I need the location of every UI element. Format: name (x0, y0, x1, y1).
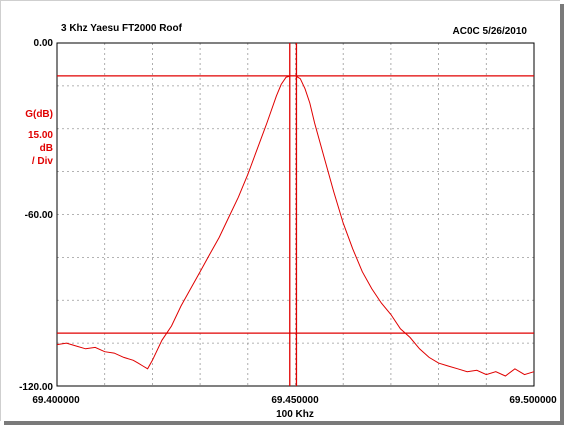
y-tick-label: 0.00 (34, 38, 54, 49)
y-tick-label: -120.00 (19, 382, 53, 393)
ylabel-scale-per-div: / Div (32, 156, 54, 167)
plot-area-border (56, 42, 535, 387)
author-date-annotation: AC0C 5/26/2010 (453, 26, 528, 37)
x-tick-label: 69.450000 (271, 395, 319, 406)
ylabel-gain: G(dB) (25, 109, 53, 120)
series-line-response (56, 75, 535, 377)
ylabel-scale-value: 15.00 (28, 130, 53, 141)
x-axis-label: 100 Khz (276, 409, 314, 420)
x-tick-label: 69.400000 (32, 395, 80, 406)
chart-frame (0, 0, 560, 421)
x-tick-label: 69.500000 (509, 395, 557, 406)
chart-title: 3 Khz Yaesu FT2000 Roof (61, 23, 183, 34)
y-tick-label: -60.00 (25, 210, 54, 221)
ylabel-scale-unit: dB (40, 143, 53, 154)
